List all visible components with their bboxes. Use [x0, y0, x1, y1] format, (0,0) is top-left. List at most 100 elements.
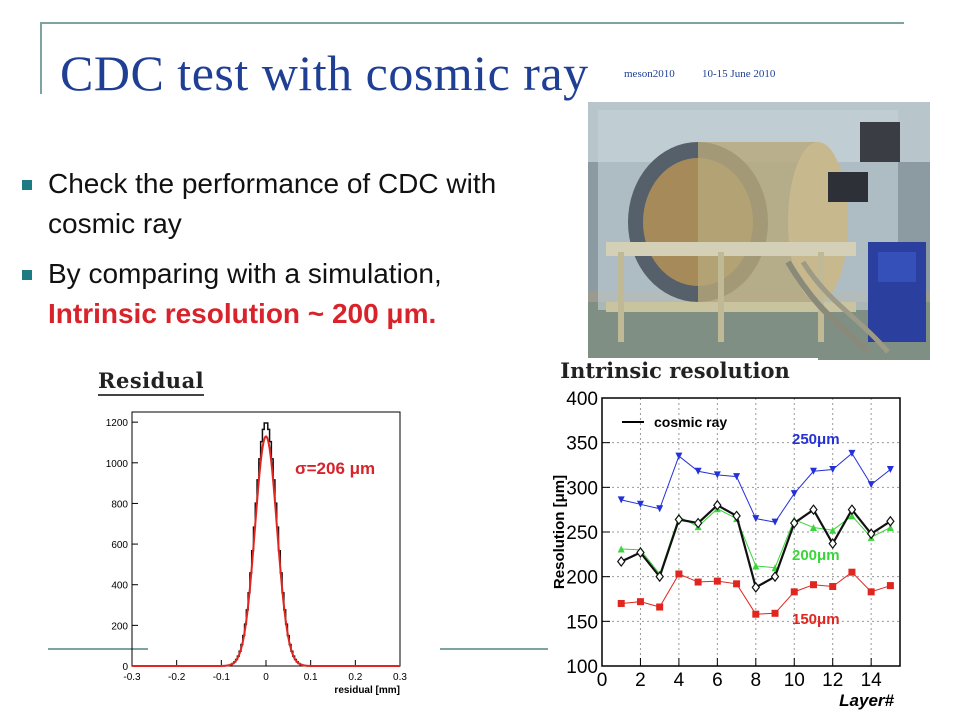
x-tick-label: -0.2 — [168, 672, 186, 683]
data-point — [655, 571, 664, 583]
data-point — [809, 467, 817, 475]
intrinsic-resolution-label: Intrinsic resolution — [532, 358, 818, 383]
y-tick-label: 250 — [566, 523, 598, 544]
data-point — [847, 504, 857, 516]
data-point — [617, 545, 625, 553]
detector-photo — [588, 102, 930, 360]
legend-label: cosmic ray — [654, 414, 727, 430]
y-tick-label: 150 — [566, 612, 598, 633]
data-point — [809, 581, 817, 589]
y-tick-label: 800 — [111, 499, 128, 510]
x-tick-label: 8 — [751, 670, 762, 691]
bullet-square-icon — [22, 180, 32, 190]
data-point — [675, 452, 683, 460]
residual-chart: 0 200 400 600 800 1000 1200 -0.3 -0.2 -0.1 0 0.1 0.2… — [106, 411, 407, 696]
data-point — [733, 580, 741, 588]
data-point — [789, 517, 799, 529]
data-point — [886, 582, 894, 590]
series-label: 150μm — [792, 611, 840, 628]
series-label: 200μm — [792, 547, 840, 564]
gaussian-fit-line — [132, 435, 400, 667]
y-tick-label: 200 — [111, 621, 128, 632]
y-tick-label: 1000 — [106, 459, 129, 470]
x-tick-label: 0 — [597, 670, 608, 691]
data-point — [713, 499, 722, 511]
data-point — [617, 599, 625, 607]
series-label: 250μm — [792, 431, 840, 448]
data-point — [617, 496, 625, 504]
x-tick-label: 0.1 — [304, 672, 318, 683]
x-tick-label: 0.3 — [393, 672, 407, 683]
x-tick-label: 12 — [822, 670, 843, 691]
y-tick-label: 200 — [566, 568, 598, 589]
data-point — [636, 500, 644, 508]
data-point — [771, 518, 779, 526]
frame-top-line — [40, 22, 904, 24]
x-tick-label: 10 — [784, 670, 805, 691]
chart-background — [548, 384, 918, 714]
y-axis-label: Resolution [μm] — [551, 475, 568, 589]
frame-left-line — [40, 22, 42, 94]
data-point — [751, 581, 761, 593]
data-point — [732, 510, 741, 522]
x-tick-label: 0 — [263, 672, 269, 683]
data-point — [752, 515, 760, 523]
x-axis-label: residual [mm] — [334, 685, 400, 696]
data-point — [829, 582, 837, 590]
plot-frame — [131, 411, 401, 667]
y-tick-label: 350 — [566, 434, 598, 455]
x-tick-label: 14 — [861, 670, 883, 691]
data-point — [693, 517, 703, 529]
data-point — [752, 610, 760, 618]
data-point — [694, 467, 702, 475]
y-tick-label: 100 — [566, 657, 598, 678]
x-axis-label: Layer# — [839, 691, 894, 710]
bullet-item: Check the performance of CDC with cosmic… — [22, 164, 542, 244]
x-tick-label: -0.1 — [213, 672, 231, 683]
data-point — [636, 598, 644, 606]
data-point — [694, 578, 702, 586]
detector-photo-drawing — [588, 102, 930, 360]
residual-label: Residual — [98, 368, 205, 396]
data-point — [886, 465, 894, 473]
x-tick-label: -0.3 — [123, 672, 141, 683]
data-point — [656, 505, 664, 513]
y-tick-label: 300 — [566, 478, 598, 499]
data-point — [636, 547, 645, 559]
data-point — [809, 504, 818, 516]
data-point — [886, 515, 895, 527]
data-point — [713, 577, 721, 585]
data-point — [656, 603, 664, 611]
data-point — [829, 526, 837, 534]
data-point — [790, 490, 798, 498]
data-point — [829, 465, 837, 473]
x-tick-label: 4 — [674, 670, 685, 691]
x-tick-label: 2 — [635, 670, 646, 691]
date-label: 10-15 June 2010 — [702, 68, 776, 80]
bullet-highlight: Intrinsic resolution ~ 200 μm. — [48, 298, 437, 329]
data-point — [790, 588, 798, 596]
data-point — [828, 538, 837, 550]
data-point — [713, 471, 721, 479]
bullet-square-icon — [22, 270, 32, 280]
data-point — [771, 609, 779, 617]
y-tick-label: 400 — [566, 389, 598, 410]
slide-title: CDC test with cosmic ray — [60, 45, 589, 101]
data-point — [867, 588, 875, 596]
data-point — [867, 481, 875, 489]
data-point — [848, 568, 856, 576]
y-tick-label: 0 — [122, 662, 128, 673]
data-point — [674, 514, 684, 525]
data-point — [733, 473, 741, 481]
conference-label: meson2010 — [624, 68, 675, 80]
data-point — [848, 512, 856, 520]
y-tick-label: 1200 — [106, 418, 129, 429]
x-tick-label: 0.2 — [348, 672, 362, 683]
data-point — [848, 449, 856, 457]
data-point — [770, 571, 780, 583]
data-point — [752, 562, 760, 570]
data-point — [809, 524, 817, 532]
bullet-list: Check the performance of CDC with cosmic… — [22, 164, 542, 344]
x-tick-label: 6 — [712, 670, 723, 691]
